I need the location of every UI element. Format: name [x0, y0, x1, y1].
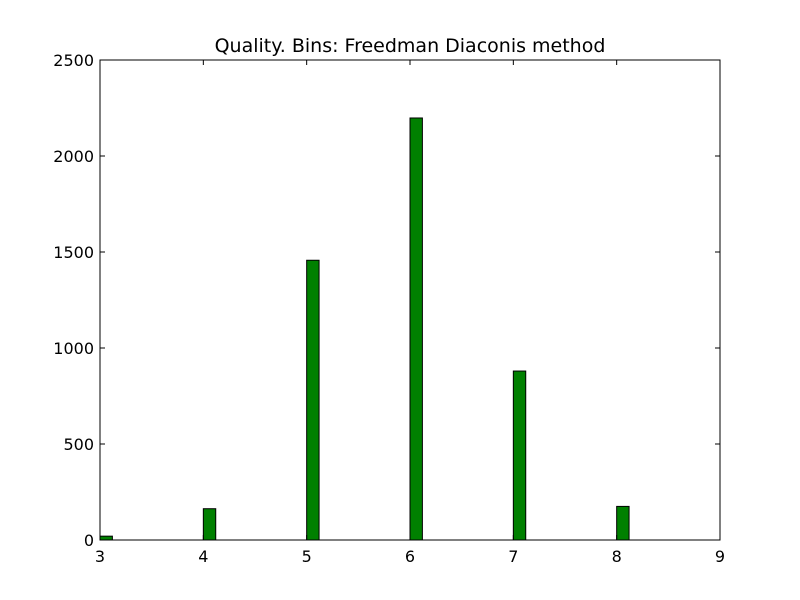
- y-tick-label: 1500: [53, 243, 94, 262]
- x-tick-label: 5: [302, 547, 312, 566]
- ticks-layer: [99, 59, 721, 541]
- histogram-bar: [100, 535, 113, 540]
- histogram-bar: [306, 259, 320, 540]
- x-tick-label: 9: [715, 547, 725, 566]
- x-tick-label: 3: [95, 547, 105, 566]
- x-tick-label: 8: [612, 547, 622, 566]
- x-tick-label: 4: [198, 547, 208, 566]
- y-tick-label: 2000: [53, 147, 94, 166]
- y-tick-label: 1000: [53, 339, 94, 358]
- labels-layer: 3 4 5 6 7 8 9 0 500 1000 1500 2000 2500: [53, 51, 725, 566]
- histogram-bar: [409, 117, 423, 540]
- y-tick-label: 500: [63, 435, 94, 454]
- histogram-bar: [616, 505, 630, 540]
- y-tick-label: 0: [84, 531, 94, 550]
- bars-layer: [100, 117, 720, 540]
- chart-title: Quality. Bins: Freedman Diaconis method: [215, 35, 606, 57]
- y-tick-label: 2500: [53, 51, 94, 70]
- x-tick-label: 6: [405, 547, 415, 566]
- x-tick-label: 7: [508, 547, 518, 566]
- histogram-bar: [512, 370, 527, 540]
- histogram-bar: [202, 508, 217, 540]
- histogram-bar: [719, 538, 720, 540]
